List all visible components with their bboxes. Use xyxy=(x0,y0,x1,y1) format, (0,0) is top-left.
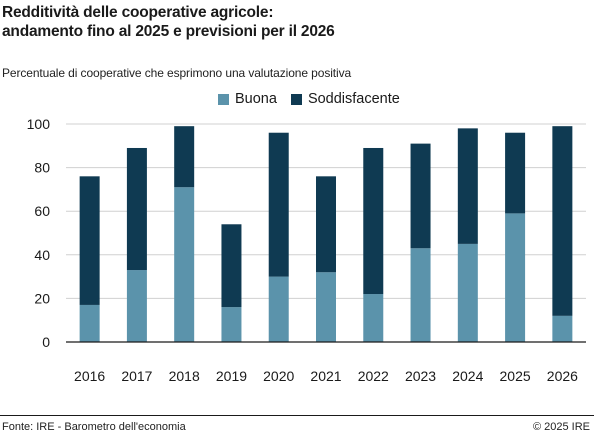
bar-soddisfacente-2023 xyxy=(410,143,431,249)
bar-buona-2025 xyxy=(505,213,526,342)
legend-item-soddisfacente: Soddisfacente xyxy=(290,91,400,107)
x-tick-label-2020: 2020 xyxy=(263,368,294,384)
bar-soddisfacente-2019 xyxy=(221,224,242,308)
footer-divider xyxy=(0,415,594,416)
bar-soddisfacente-2018 xyxy=(174,126,195,188)
x-tick-label-2023: 2023 xyxy=(405,368,436,384)
bar-buona-2024 xyxy=(457,243,478,342)
x-tick-label-2019: 2019 xyxy=(216,368,247,384)
bar-buona-2023 xyxy=(410,248,431,342)
y-tick-label-80: 80 xyxy=(34,160,50,176)
source-note: Fonte: IRE - Barometro dell'economia xyxy=(2,421,186,433)
bar-soddisfacente-2017 xyxy=(126,147,147,271)
x-tick-label-2016: 2016 xyxy=(74,368,105,384)
y-tick-label-60: 60 xyxy=(34,203,50,219)
bar-buona-2018 xyxy=(174,187,195,342)
x-tick-label-2021: 2021 xyxy=(310,368,341,384)
x-tick-label-2026: 2026 xyxy=(547,368,578,384)
bar-soddisfacente-2026 xyxy=(552,126,573,316)
legend-item-buona: Buona xyxy=(218,91,277,107)
chart-legend: Buona Soddisfacente xyxy=(218,91,414,107)
bar-soddisfacente-2016 xyxy=(79,176,100,305)
bar-soddisfacente-2025 xyxy=(505,132,526,214)
bar-soddisfacente-2022 xyxy=(363,147,384,295)
bar-buona-2016 xyxy=(79,304,100,342)
y-tick-label-40: 40 xyxy=(34,247,50,263)
legend-swatch-buona xyxy=(218,93,229,105)
bar-buona-2019 xyxy=(221,307,242,342)
legend-label-buona: Buona xyxy=(235,91,277,107)
bar-soddisfacente-2024 xyxy=(457,128,478,244)
x-tick-label-2025: 2025 xyxy=(500,368,531,384)
bar-soddisfacente-2020 xyxy=(268,132,289,277)
x-tick-label-2017: 2017 xyxy=(121,368,152,384)
x-tick-label-2018: 2018 xyxy=(169,368,200,384)
chart-title-line-2: andamento fino al 2025 e previsioni per … xyxy=(2,23,335,40)
bar-buona-2017 xyxy=(126,270,147,342)
y-tick-label-20: 20 xyxy=(34,290,50,306)
copyright-note: © 2025 IRE xyxy=(532,421,590,433)
x-tick-label-2022: 2022 xyxy=(358,368,389,384)
chart-title: Redditività delle cooperative agricole: … xyxy=(2,3,335,41)
bar-buona-2020 xyxy=(268,276,289,342)
chart-subtitle: Percentuale di cooperative che esprimono… xyxy=(2,66,352,80)
legend-swatch-soddisfacente xyxy=(290,93,302,105)
x-tick-label-2024: 2024 xyxy=(452,368,483,384)
y-tick-label-0: 0 xyxy=(42,334,50,350)
bar-buona-2026 xyxy=(552,315,573,342)
bar-soddisfacente-2021 xyxy=(316,176,336,273)
bar-buona-2022 xyxy=(363,294,384,342)
bar-buona-2021 xyxy=(316,272,336,342)
bar-chart: 0 20 40 60 80 100 2016 2017 2018 2019 2020 2021 2022… xyxy=(27,116,586,384)
legend-label-soddisfacente: Soddisfacente xyxy=(307,91,400,107)
chart-title-line-1: Redditività delle cooperative agricole: xyxy=(2,4,274,21)
y-tick-label-100: 100 xyxy=(27,116,51,132)
